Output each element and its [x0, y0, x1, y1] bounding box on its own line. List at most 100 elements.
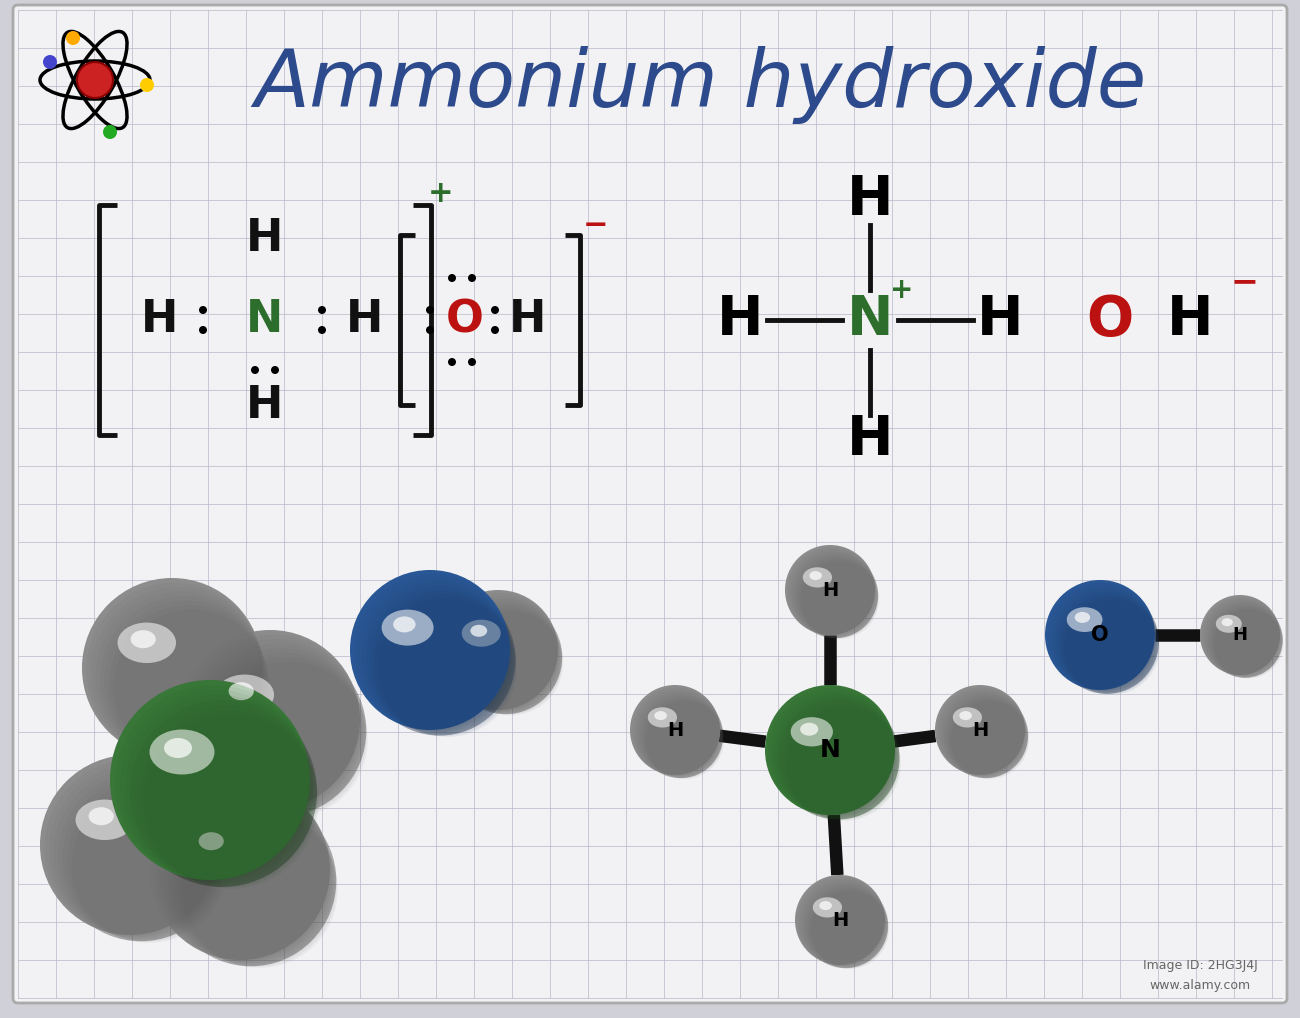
Circle shape [270, 366, 280, 374]
Circle shape [637, 692, 722, 777]
Circle shape [775, 694, 897, 817]
Text: O: O [446, 298, 484, 341]
Circle shape [785, 545, 875, 635]
Text: H: H [976, 293, 1023, 347]
Circle shape [941, 692, 1027, 777]
Circle shape [212, 662, 368, 817]
FancyBboxPatch shape [13, 5, 1287, 1003]
Circle shape [797, 878, 885, 965]
Circle shape [251, 366, 259, 374]
Circle shape [946, 696, 1028, 778]
Ellipse shape [654, 712, 667, 720]
Circle shape [179, 630, 360, 810]
Circle shape [788, 548, 876, 635]
Circle shape [1056, 591, 1158, 693]
Circle shape [127, 697, 317, 887]
Circle shape [82, 578, 263, 758]
Circle shape [130, 700, 315, 885]
Circle shape [788, 708, 901, 821]
Circle shape [771, 691, 897, 816]
Circle shape [82, 578, 263, 758]
Circle shape [194, 643, 364, 813]
Text: H: H [667, 721, 682, 739]
Circle shape [40, 755, 220, 935]
Text: H: H [846, 173, 893, 227]
Circle shape [44, 759, 221, 937]
Circle shape [1204, 599, 1280, 676]
Circle shape [155, 785, 332, 961]
Circle shape [98, 593, 268, 765]
Text: H: H [822, 580, 838, 600]
Circle shape [125, 695, 313, 884]
Circle shape [350, 570, 510, 730]
Circle shape [796, 875, 885, 965]
Circle shape [179, 630, 360, 810]
Circle shape [361, 582, 514, 733]
Circle shape [776, 696, 900, 819]
Ellipse shape [1216, 615, 1241, 633]
Ellipse shape [164, 738, 192, 758]
Text: H: H [346, 298, 384, 341]
Circle shape [370, 590, 515, 735]
Circle shape [798, 559, 879, 638]
Text: N: N [247, 298, 283, 341]
Circle shape [1208, 603, 1282, 677]
Circle shape [318, 306, 326, 314]
Ellipse shape [393, 617, 416, 632]
Circle shape [100, 596, 266, 762]
Circle shape [177, 807, 337, 967]
Circle shape [367, 586, 514, 734]
Circle shape [491, 306, 499, 314]
Circle shape [784, 704, 900, 819]
Ellipse shape [88, 807, 114, 826]
Text: Image ID: 2HG3J4J: Image ID: 2HG3J4J [1143, 959, 1257, 971]
Circle shape [111, 680, 309, 880]
Circle shape [66, 31, 81, 45]
Text: H: H [1167, 293, 1213, 347]
Circle shape [58, 773, 225, 940]
Circle shape [641, 696, 723, 778]
Circle shape [950, 700, 1028, 779]
Circle shape [800, 880, 887, 966]
Circle shape [940, 689, 1026, 776]
Circle shape [777, 698, 898, 818]
Circle shape [146, 715, 318, 889]
Circle shape [1210, 605, 1283, 678]
Circle shape [644, 698, 723, 779]
Circle shape [378, 598, 517, 737]
Ellipse shape [803, 567, 832, 587]
Ellipse shape [462, 620, 501, 646]
Circle shape [792, 552, 876, 636]
Circle shape [1202, 597, 1280, 676]
Circle shape [802, 883, 888, 968]
Circle shape [426, 326, 434, 334]
Circle shape [789, 550, 876, 636]
Circle shape [203, 653, 365, 815]
Circle shape [447, 599, 560, 713]
Circle shape [445, 596, 559, 712]
Ellipse shape [150, 730, 214, 775]
Circle shape [944, 694, 1027, 778]
Circle shape [159, 789, 333, 962]
Circle shape [164, 793, 333, 963]
Circle shape [468, 358, 476, 366]
Circle shape [109, 605, 269, 765]
Circle shape [95, 591, 265, 761]
Circle shape [111, 680, 309, 880]
Ellipse shape [819, 901, 832, 910]
Circle shape [199, 326, 207, 334]
Circle shape [448, 601, 562, 715]
Circle shape [1045, 580, 1154, 690]
Circle shape [49, 764, 222, 938]
Circle shape [113, 610, 270, 766]
Circle shape [768, 688, 896, 815]
Circle shape [1058, 593, 1158, 693]
Text: H: H [510, 298, 547, 341]
Circle shape [87, 582, 263, 759]
Circle shape [935, 685, 1024, 775]
Circle shape [456, 608, 563, 715]
Circle shape [318, 326, 326, 334]
Circle shape [630, 685, 720, 775]
Ellipse shape [810, 571, 822, 580]
Ellipse shape [953, 708, 982, 728]
